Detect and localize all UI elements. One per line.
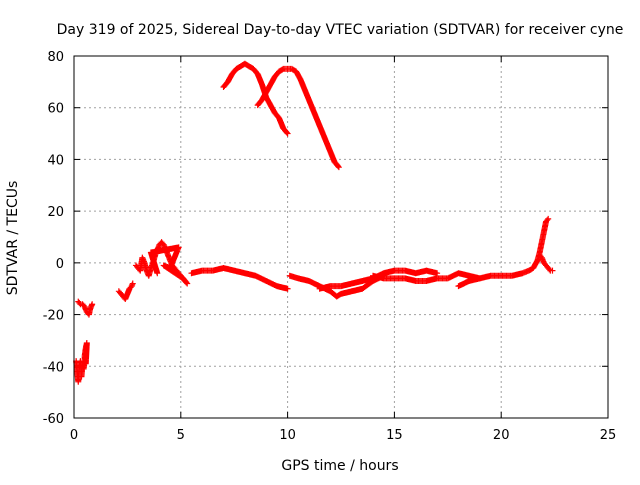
series-arc-2h xyxy=(115,280,136,303)
data-point-markers xyxy=(536,252,556,274)
x-tick-label: 15 xyxy=(386,428,403,443)
data-point-markers xyxy=(370,270,483,284)
data-point-markers xyxy=(132,239,191,287)
x-tick-label: 10 xyxy=(279,428,296,443)
ticks: 0 5 10 15 20 25 -60 -40 -20 0 20 40 60 80 xyxy=(43,50,617,443)
series-arc-6to10 xyxy=(188,265,291,292)
series-arc-early-low xyxy=(73,358,86,385)
y-tick-label: 40 xyxy=(47,153,64,168)
series-arc-3to6 xyxy=(132,239,191,287)
series-arc-18to22 xyxy=(455,215,552,290)
data-point-markers xyxy=(115,280,136,303)
grid xyxy=(74,56,608,418)
series-arc-early-mid xyxy=(75,298,96,318)
x-tick-label: 5 xyxy=(177,428,185,443)
y-tick-label: 0 xyxy=(56,257,64,272)
y-axis-label: SDTVAR / TECUs xyxy=(5,181,21,296)
y-tick-label: -60 xyxy=(43,412,64,427)
plot-frame xyxy=(73,55,609,419)
data-point-markers xyxy=(316,267,441,292)
chart-title: Day 319 of 2025, Sidereal Day-to-day VTE… xyxy=(57,22,624,38)
x-axis-label: GPS time / hours xyxy=(281,458,398,474)
x-tick-label: 20 xyxy=(493,428,510,443)
y-tick-label: 80 xyxy=(47,50,64,65)
data-point-markers xyxy=(80,340,90,372)
series-arc-22tail xyxy=(536,252,556,274)
y-tick-label: 60 xyxy=(47,102,64,117)
y-tick-label: -20 xyxy=(43,309,64,324)
x-tick-label: 0 xyxy=(70,428,78,443)
series-arc-high-1 xyxy=(220,60,291,137)
data-point-markers xyxy=(220,60,291,137)
x-tick-label: 25 xyxy=(600,428,617,443)
series-arc-high-2 xyxy=(254,65,342,171)
data-point-markers xyxy=(75,298,96,318)
series-arc-14to19 xyxy=(370,270,483,284)
y-tick-label: -40 xyxy=(43,360,64,375)
y-tick-label: 20 xyxy=(47,205,64,220)
data-point-markers xyxy=(455,215,552,290)
data-series xyxy=(73,60,556,385)
data-point-markers xyxy=(73,358,86,385)
data-point-markers xyxy=(188,265,291,292)
series-arc-12to17 xyxy=(316,267,441,292)
series-arc-early-low-b xyxy=(80,340,90,372)
data-point-markers xyxy=(254,65,342,171)
